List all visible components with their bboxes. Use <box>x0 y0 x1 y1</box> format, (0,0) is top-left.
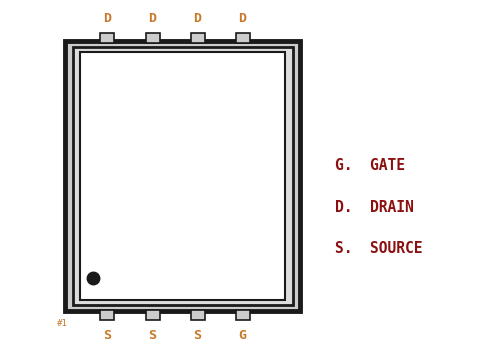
Bar <box>80 52 285 300</box>
Text: D: D <box>194 12 202 25</box>
Bar <box>72 47 292 305</box>
Bar <box>146 310 160 320</box>
Text: D.  DRAIN: D. DRAIN <box>335 199 414 215</box>
Text: S: S <box>148 329 156 342</box>
Bar <box>236 310 250 320</box>
Bar <box>190 33 204 43</box>
Text: D: D <box>238 12 246 25</box>
Text: S: S <box>104 329 112 342</box>
Text: D: D <box>148 12 156 25</box>
Bar <box>65 41 300 310</box>
Text: G: G <box>238 329 246 342</box>
Text: #1: #1 <box>57 319 68 328</box>
Bar <box>190 310 204 320</box>
Text: D: D <box>104 12 112 25</box>
Text: G.  GATE: G. GATE <box>335 158 405 173</box>
Bar <box>236 33 250 43</box>
Bar <box>100 33 114 43</box>
Text: S: S <box>194 329 202 342</box>
Bar <box>100 310 114 320</box>
Text: S.  SOURCE: S. SOURCE <box>335 241 422 256</box>
Bar <box>146 33 160 43</box>
